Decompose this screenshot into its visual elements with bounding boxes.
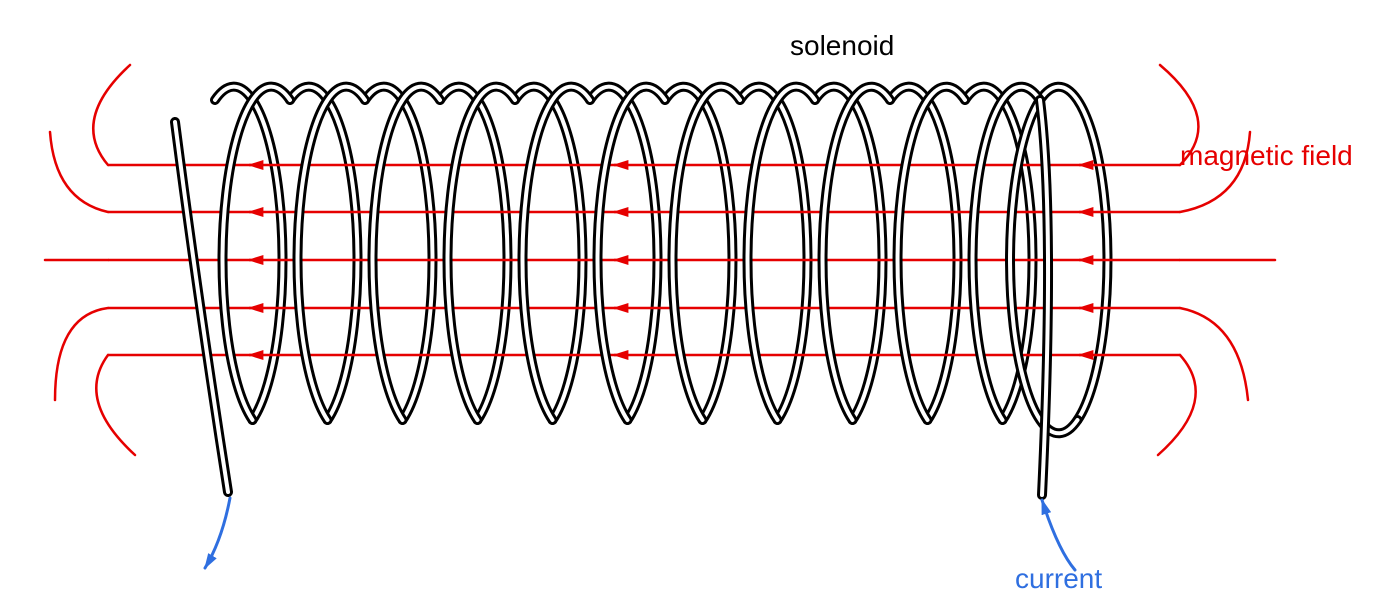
field-lines-front [108,165,1180,355]
labels: solenoid magnetic field current [790,30,1353,594]
current-arrows [205,498,1075,570]
current-arrow-out [205,498,230,568]
solenoid-diagram: solenoid magnetic field current [0,0,1389,612]
current-label: current [1015,563,1102,594]
magnetic_field-label: magnetic field [1180,140,1353,171]
current-arrow-in [1042,500,1075,570]
solenoid-label: solenoid [790,30,894,61]
